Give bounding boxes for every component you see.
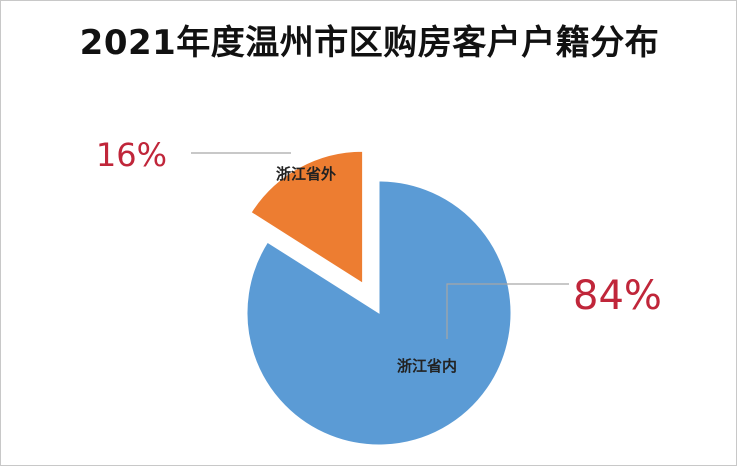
chart-title: 2021年度温州市区购房客户户籍分布 xyxy=(79,23,660,63)
pie-slice-0 xyxy=(246,180,512,446)
leader-line-0 xyxy=(446,283,569,339)
slice-label-1: 浙江省外 xyxy=(276,165,336,183)
pie-slice-1 xyxy=(250,150,364,285)
data-label-0: 84% xyxy=(573,273,662,319)
data-label-1: 16% xyxy=(96,136,167,174)
slice-label-0: 浙江省内 xyxy=(397,357,457,375)
